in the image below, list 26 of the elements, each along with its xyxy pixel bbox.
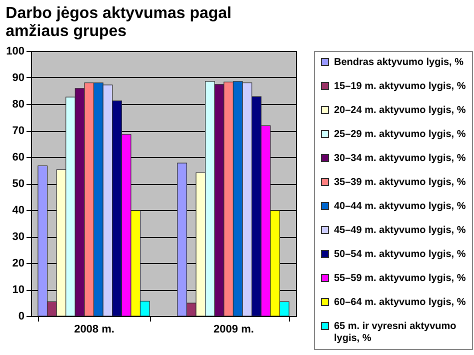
- y-tick-label: 30: [12, 231, 24, 243]
- y-tick-label: 10: [12, 284, 24, 296]
- y-tick-label: 0: [18, 310, 24, 322]
- y-tick-label: 60: [12, 152, 24, 164]
- x-tick-label: 2008 m.: [74, 324, 114, 336]
- y-tick-label: 20: [12, 258, 24, 270]
- x-tick-label: 2009 m.: [214, 324, 254, 336]
- chart-title: Darbo jėgos aktyvumas pagal amžiaus grupes: [6, 5, 232, 40]
- legend-label: 30–34 m. aktyvumo lygis, %: [334, 153, 466, 164]
- legend-label: 60–64 m. aktyvumo lygis, %: [334, 297, 466, 308]
- y-tick-label: 100: [6, 46, 24, 58]
- y-tick-label: 90: [12, 72, 24, 84]
- y-tick-label: 80: [12, 98, 24, 110]
- legend-label: 35–39 m. aktyvumo lygis, %: [334, 177, 466, 188]
- legend-label: 65 m. ir vyresni aktyvumo lygis, %: [334, 321, 456, 344]
- y-tick-label: 40: [12, 204, 24, 216]
- y-tick-label: 50: [12, 178, 24, 190]
- legend-label: 50–54 m. aktyvumo lygis, %: [334, 249, 466, 260]
- legend-label: 45–49 m. aktyvumo lygis, %: [334, 225, 466, 236]
- legend-label: 40–44 m. aktyvumo lygis, %: [334, 201, 466, 212]
- legend-label: Bendras aktyvumo lygis, %: [334, 57, 464, 68]
- legend-label: 25–29 m. aktyvumo lygis, %: [334, 129, 466, 140]
- legend-label: 55–59 m. aktyvumo lygis, %: [334, 273, 466, 284]
- legend-label: 15–19 m. aktyvumo lygis, %: [334, 81, 466, 92]
- y-tick-label: 70: [12, 125, 24, 137]
- legend-label: 20–24 m. aktyvumo lygis, %: [334, 105, 466, 116]
